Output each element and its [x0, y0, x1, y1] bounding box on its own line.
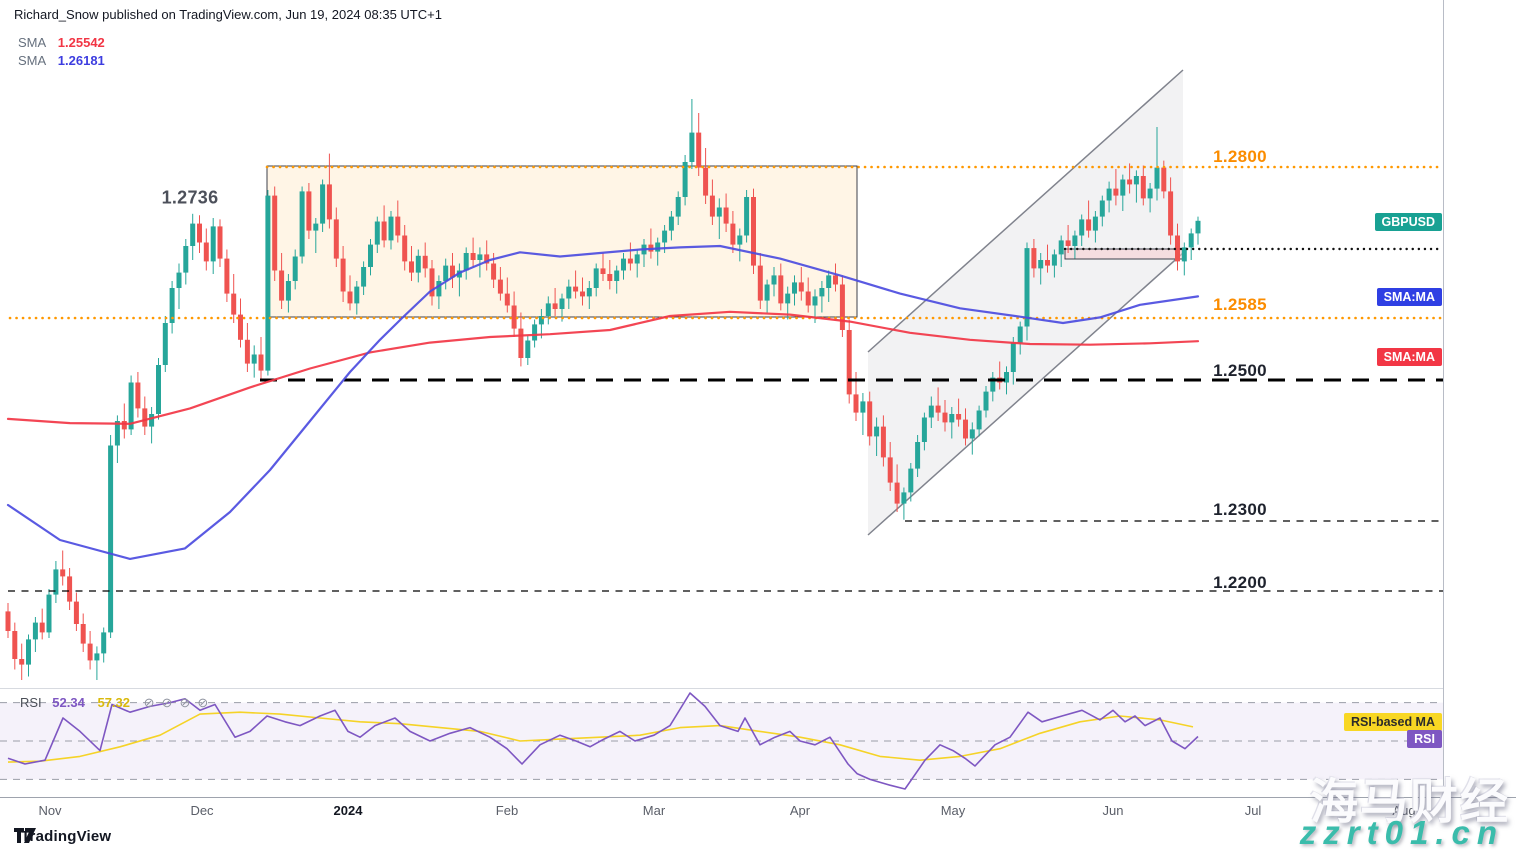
rsi-line[interactable]: [7, 711, 1194, 763]
rsi-hidden-icons[interactable]: ⊘ ⊘ ⊘ ⊘: [144, 695, 216, 710]
rsi-legend[interactable]: RSI 52.34 57.32 ⊘ ⊘ ⊘ ⊘: [20, 695, 215, 711]
rsi-hidden-icon[interactable]: ⊘: [197, 695, 209, 710]
time-label-May: May: [940, 803, 966, 818]
axis-left-badge-SMA:MA: SMA:MA: [1376, 348, 1442, 366]
rsi-ma-value: 57.32: [97, 695, 131, 710]
time-label-Dec: Dec: [190, 803, 214, 818]
time-label-Aug: Aug: [1392, 803, 1416, 818]
sma1-label: SMA: [18, 35, 47, 50]
time-label-Jul: Jul: [1244, 803, 1262, 818]
publish-header: Richard_Snow published on TradingView.co…: [14, 7, 442, 22]
time-label-Jun: Jun: [1102, 803, 1124, 818]
sma-line[interactable]: [6, 244, 1200, 561]
rsi-value: 52.34: [52, 695, 85, 710]
sma2-label: SMA: [18, 53, 47, 68]
time-label-Nov: Nov: [38, 803, 62, 818]
level-label-1.2300: 1.2300: [1213, 500, 1267, 519]
sma-legend-row-2[interactable]: SMA 1.26181: [18, 52, 105, 70]
sma2-value: 1.26181: [57, 53, 105, 68]
time-label-Apr: Apr: [789, 803, 811, 818]
price-axis[interactable]: USD 1.295001.290001.285001.275001.265001…: [1444, 0, 1516, 857]
pane-divider[interactable]: [0, 688, 1516, 689]
watermark-url: zzrt01.cn: [1299, 814, 1504, 851]
rsi-hidden-icon[interactable]: ⊘: [161, 695, 173, 710]
sma-legend-row-1[interactable]: SMA 1.25542: [18, 34, 105, 52]
axis-left-badge-RSI: RSI: [1407, 730, 1442, 748]
time-label-2024: 2024: [333, 803, 363, 818]
sma1-value: 1.25542: [57, 35, 105, 50]
indicator-legend[interactable]: SMA 1.25542 SMA 1.26181: [18, 34, 105, 70]
axis-left-badge-GBPUSD: GBPUSD: [1374, 213, 1442, 231]
price-chart-canvas[interactable]: [0, 0, 1443, 825]
level-label-1.2800: 1.2800: [1213, 147, 1267, 166]
rsi-hidden-icon[interactable]: ⊘: [143, 695, 155, 710]
time-label-Mar: Mar: [642, 803, 666, 818]
annotation-1.2736: 1.2736: [161, 187, 219, 208]
axis-left-badge-RSI-based MA: RSI-based MA: [1343, 713, 1442, 731]
axis-left-badge-SMA:MA: SMA:MA: [1376, 288, 1442, 306]
rsi-hidden-icon[interactable]: ⊘: [179, 695, 191, 710]
time-label-Feb: Feb: [495, 803, 519, 818]
tradingview-brand: TradingView: [21, 828, 112, 845]
annotation-box-1[interactable]: [1064, 248, 1184, 260]
price-axis-border: [1443, 0, 1444, 797]
level-label-1.2585: 1.2585: [1213, 295, 1267, 314]
rsi-line[interactable]: [7, 692, 1199, 790]
tradingview-footer[interactable]: TradingView: [14, 828, 111, 845]
level-label-1.2200: 1.2200: [1213, 573, 1267, 592]
watermark-cn: 海马财经: [1309, 776, 1510, 829]
level-label-1.2500: 1.2500: [1213, 361, 1267, 380]
time-axis[interactable]: Nov Dec 2024 Feb Mar Apr May Jun Jul Aug: [0, 797, 1516, 824]
sma-line[interactable]: [6, 310, 1200, 425]
rsi-label: RSI: [20, 695, 42, 710]
